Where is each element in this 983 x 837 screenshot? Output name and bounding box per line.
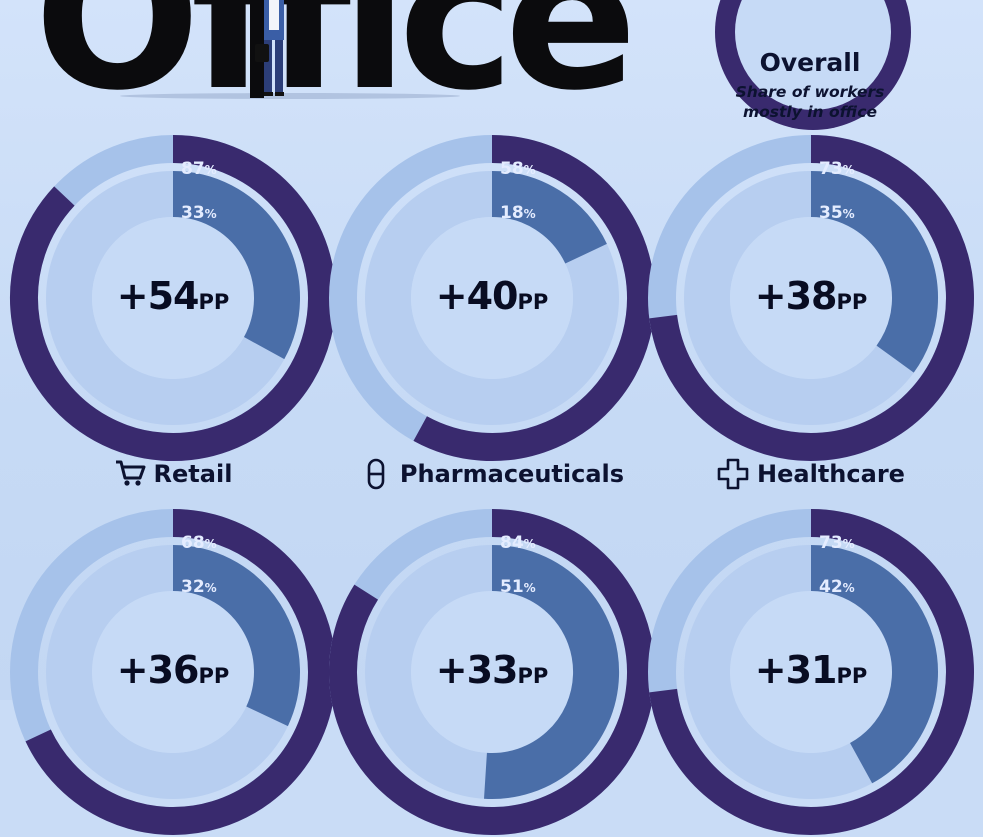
- inner-value-label: 35%: [819, 203, 855, 223]
- overall-subtitle-line2: mostly in office: [743, 103, 877, 121]
- outer-value-label: 73%: [819, 159, 855, 179]
- donut-svg: [648, 135, 974, 461]
- donut-chart: [8, 133, 338, 463]
- outer-value-label: 68%: [181, 533, 217, 553]
- donut-chart: [327, 133, 657, 463]
- difference-label: +54PP: [116, 274, 230, 318]
- inner-value-label: 33%: [181, 203, 217, 223]
- inner-value-label: 51%: [500, 577, 536, 597]
- outer-value-label: 58%: [500, 159, 536, 179]
- outer-value-label: 87%: [181, 159, 217, 179]
- inner-value-label: 32%: [181, 577, 217, 597]
- category-label: Healthcare: [717, 458, 905, 490]
- cross-icon: [717, 458, 749, 490]
- overall-label: Overall: [759, 48, 861, 77]
- inner-arc-value: [810, 171, 938, 373]
- difference-label: +36PP: [116, 648, 230, 692]
- difference-label: +38PP: [754, 274, 868, 318]
- category-text: Retail: [153, 460, 233, 488]
- donut-hole: [92, 217, 254, 379]
- category-label: Retail: [114, 458, 233, 490]
- businessman-illustration: [250, 0, 284, 98]
- outer-arc-value: [649, 135, 974, 461]
- inner-value-label: 42%: [819, 577, 855, 597]
- category-label: Pharmaceuticals: [360, 458, 624, 490]
- outer-value-label: 84%: [500, 533, 536, 553]
- difference-label: +40PP: [435, 274, 549, 318]
- inner-value-label: 18%: [500, 203, 536, 223]
- donut-chart: [646, 133, 976, 463]
- overall-subtitle-line1: Share of workers: [735, 83, 885, 101]
- donut-hole: [730, 217, 892, 379]
- category-text: Healthcare: [757, 460, 905, 488]
- difference-label: +31PP: [754, 648, 868, 692]
- inner-arc-value: [172, 545, 300, 727]
- title-shadow: [120, 93, 460, 99]
- donut-hole: [411, 217, 573, 379]
- donut-svg: [329, 135, 655, 461]
- difference-label: +33PP: [435, 648, 549, 692]
- inner-arc-value: [491, 171, 607, 265]
- category-text: Pharmaceuticals: [399, 460, 625, 488]
- pill-icon: [367, 458, 385, 490]
- donut-svg: [10, 135, 336, 461]
- overall-subtitle: Share of workers mostly in office: [700, 82, 920, 122]
- overall-donut: [703, 0, 923, 146]
- page-title: Office: [34, 0, 637, 134]
- outer-arc-value: [413, 135, 655, 461]
- inner-arc-value: [172, 171, 300, 360]
- cart-icon: [115, 460, 146, 486]
- outer-value-label: 73%: [819, 533, 855, 553]
- outer-arc-value: [10, 135, 336, 461]
